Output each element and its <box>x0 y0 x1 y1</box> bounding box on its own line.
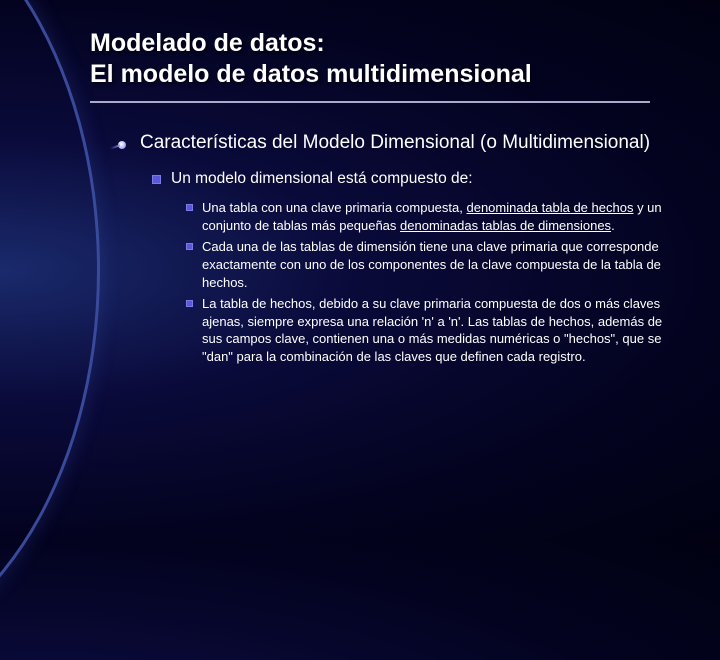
subheading-row: Un modelo dimensional está compuesto de: <box>152 169 690 189</box>
square-bullet-icon <box>152 175 161 184</box>
square-bullet-small-icon <box>186 204 193 211</box>
title-line-1: Modelado de datos: <box>90 29 325 57</box>
square-bullet-small-icon <box>186 243 193 250</box>
list-item: Cada una de las tablas de dimensión tien… <box>186 238 690 291</box>
item1-pre: Una tabla con una clave primaria compues… <box>202 200 466 215</box>
list-item-3-text: La tabla de hechos, debido a su clave pr… <box>202 295 682 365</box>
decorative-arc <box>0 0 100 660</box>
title-line-2: El modelo de datos multidimensional <box>90 60 532 88</box>
heading-text: Características del Modelo Dimensional (… <box>140 131 650 156</box>
heading-row: Características del Modelo Dimensional (… <box>114 131 690 156</box>
item1-post: . <box>611 218 615 233</box>
item1-underline-1: denominada tabla de hechos <box>466 200 633 215</box>
list-item: La tabla de hechos, debido a su clave pr… <box>186 295 690 365</box>
comet-bullet-icon <box>114 137 130 153</box>
list-item-2-text: Cada una de las tablas de dimensión tien… <box>202 238 682 291</box>
slide-content: Modelado de datos: El modelo de datos mu… <box>90 28 690 369</box>
list-item: Una tabla con una clave primaria compues… <box>186 199 690 234</box>
square-bullet-small-icon <box>186 300 193 307</box>
slide-title: Modelado de datos: El modelo de datos mu… <box>90 28 690 91</box>
list-item-1-text: Una tabla con una clave primaria compues… <box>202 199 682 234</box>
title-underline <box>90 101 650 103</box>
item1-underline-2: denominadas tablas de dimensiones <box>400 218 611 233</box>
subheading-text: Un modelo dimensional está compuesto de: <box>171 169 473 189</box>
